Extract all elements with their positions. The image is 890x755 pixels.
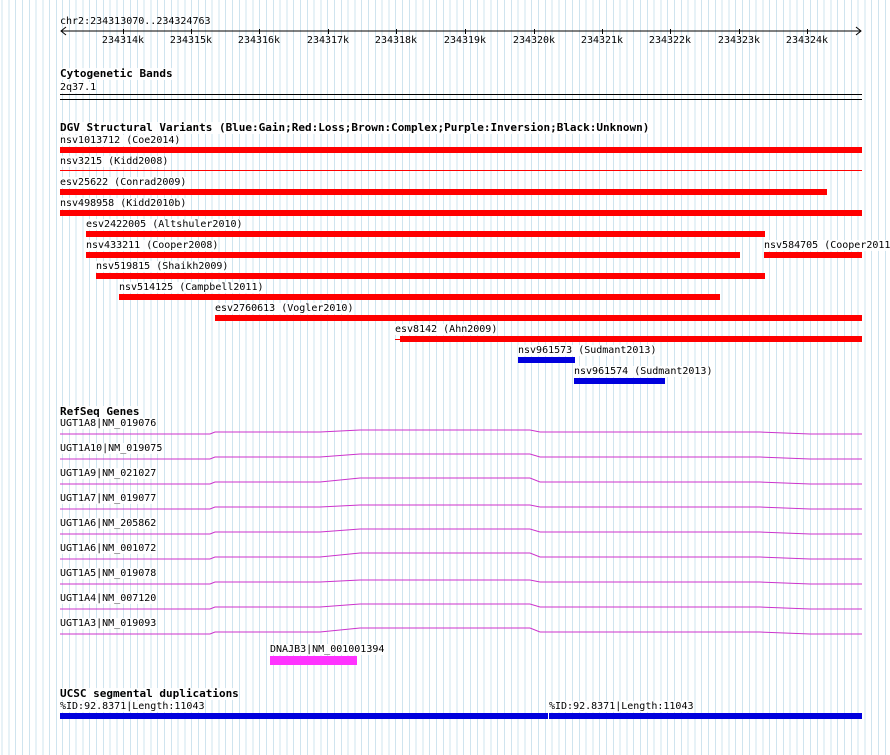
dgv-feature-esv8142-connector bbox=[395, 339, 401, 340]
ruler-tick-label: 234324k bbox=[785, 35, 829, 46]
region-label: chr2:234313070..234324763 bbox=[60, 16, 211, 27]
cytoband-line-top bbox=[60, 94, 862, 95]
gene-label[interactable]: UGT1A7|NM_019077 bbox=[60, 493, 157, 504]
ruler-tick-mark bbox=[259, 29, 260, 34]
dgv-label-nsv584705[interactable]: nsv584705 (Cooper2011 bbox=[764, 240, 890, 251]
segdup-label-1[interactable]: %ID:92.8371|Length:11043 bbox=[60, 701, 205, 712]
dgv-label-nsv961573[interactable]: nsv961573 (Sudmant2013) bbox=[518, 345, 657, 356]
dgv-label-nsv433211[interactable]: nsv433211 (Cooper2008) bbox=[86, 240, 219, 251]
dgv-feature-esv25622[interactable] bbox=[60, 189, 827, 195]
gene-label[interactable]: UGT1A3|NM_019093 bbox=[60, 618, 157, 629]
gene-label[interactable]: UGT1A9|NM_021027 bbox=[60, 468, 157, 479]
ruler-tick-mark bbox=[739, 29, 740, 34]
segdup-feature-2[interactable] bbox=[549, 713, 862, 719]
dgv-feature-nsv584705[interactable] bbox=[764, 252, 862, 258]
ruler-tick-label: 234314k bbox=[101, 35, 145, 46]
segdup-feature-1[interactable] bbox=[60, 713, 548, 719]
ruler-tick-label: 234321k bbox=[580, 35, 624, 46]
dgv-label-nsv514125[interactable]: nsv514125 (Campbell2011) bbox=[119, 282, 264, 293]
dgv-feature-esv8142[interactable] bbox=[400, 336, 862, 342]
gene-transcript[interactable] bbox=[60, 420, 862, 435]
gene-transcript[interactable] bbox=[60, 595, 862, 610]
ruler-tick-mark bbox=[328, 29, 329, 34]
ruler-tick-mark bbox=[602, 29, 603, 34]
ruler-tick-label: 234322k bbox=[648, 35, 692, 46]
gene-label[interactable]: UGT1A10|NM_019075 bbox=[60, 443, 163, 454]
dgv-feature-nsv3215[interactable] bbox=[60, 170, 862, 171]
ruler-tick-mark bbox=[465, 29, 466, 34]
ruler-tick-label: 234319k bbox=[443, 35, 487, 46]
cytoband-label: 2q37.1 bbox=[60, 82, 97, 93]
dgv-label-esv2422005[interactable]: esv2422005 (Altshuler2010) bbox=[86, 219, 243, 230]
gene-transcript[interactable] bbox=[60, 570, 862, 585]
cytoband-track-title: Cytogenetic Bands bbox=[60, 67, 173, 80]
dgv-label-nsv1013712[interactable]: nsv1013712 (Coe2014) bbox=[60, 135, 181, 146]
dgv-label-nsv498958[interactable]: nsv498958 (Kidd2010b) bbox=[60, 198, 187, 209]
ruler-axis bbox=[60, 26, 862, 36]
dgv-label-nsv961574[interactable]: nsv961574 (Sudmant2013) bbox=[574, 366, 713, 377]
gene-label-DNAJB3[interactable]: DNAJB3|NM_001001394 bbox=[270, 644, 385, 655]
dgv-feature-esv2760613[interactable] bbox=[215, 315, 862, 321]
gene-feature-DNAJB3[interactable] bbox=[270, 656, 357, 665]
gene-transcript[interactable] bbox=[60, 520, 862, 535]
dgv-track-title: DGV Structural Variants (Blue:Gain;Red:L… bbox=[60, 121, 650, 134]
cytoband-line-bottom bbox=[60, 99, 862, 100]
gene-label[interactable]: UGT1A6|NM_001072 bbox=[60, 543, 157, 554]
dgv-feature-nsv961574[interactable] bbox=[574, 378, 665, 384]
ruler-tick-mark bbox=[123, 29, 124, 34]
ruler-tick-mark bbox=[534, 29, 535, 34]
dgv-label-nsv519815[interactable]: nsv519815 (Shaikh2009) bbox=[96, 261, 229, 272]
dgv-feature-esv2422005[interactable] bbox=[86, 231, 765, 237]
dgv-feature-nsv961573[interactable] bbox=[518, 357, 575, 363]
gene-transcript[interactable] bbox=[60, 445, 862, 460]
dgv-feature-nsv498958[interactable] bbox=[60, 210, 862, 216]
ruler-tick-mark bbox=[807, 29, 808, 34]
dgv-feature-nsv519815[interactable] bbox=[96, 273, 765, 279]
dgv-feature-nsv433211[interactable] bbox=[86, 252, 740, 258]
gene-label[interactable]: UGT1A8|NM_019076 bbox=[60, 418, 157, 429]
dgv-label-esv2760613[interactable]: esv2760613 (Vogler2010) bbox=[215, 303, 354, 314]
dgv-feature-nsv514125[interactable] bbox=[119, 294, 720, 300]
ruler-tick-label: 234318k bbox=[374, 35, 418, 46]
segdup-track-title: UCSC segmental duplications bbox=[60, 687, 239, 700]
gene-transcript[interactable] bbox=[60, 495, 862, 510]
dgv-label-esv8142[interactable]: esv8142 (Ahn2009) bbox=[395, 324, 498, 335]
gene-transcript[interactable] bbox=[60, 620, 862, 635]
refseq-track-title: RefSeq Genes bbox=[60, 405, 140, 418]
gene-label[interactable]: UGT1A4|NM_007120 bbox=[60, 593, 157, 604]
gene-transcript[interactable] bbox=[60, 470, 862, 485]
ruler-tick-label: 234320k bbox=[512, 35, 556, 46]
dgv-label-nsv3215[interactable]: nsv3215 (Kidd2008) bbox=[60, 156, 169, 167]
ruler-tick-mark bbox=[396, 29, 397, 34]
ruler-tick-label: 234323k bbox=[717, 35, 761, 46]
ruler-tick-label: 234316k bbox=[237, 35, 281, 46]
gene-transcript[interactable] bbox=[60, 545, 862, 560]
segdup-label-2[interactable]: %ID:92.8371|Length:11043 bbox=[549, 701, 694, 712]
dgv-feature-nsv1013712[interactable] bbox=[60, 147, 862, 153]
ruler-tick-mark bbox=[191, 29, 192, 34]
ruler-tick-label: 234317k bbox=[306, 35, 350, 46]
gene-label[interactable]: UGT1A6|NM_205862 bbox=[60, 518, 157, 529]
dgv-label-esv25622[interactable]: esv25622 (Conrad2009) bbox=[60, 177, 187, 188]
ruler-tick-mark bbox=[670, 29, 671, 34]
gene-label[interactable]: UGT1A5|NM_019078 bbox=[60, 568, 157, 579]
ruler-tick-label: 234315k bbox=[169, 35, 213, 46]
